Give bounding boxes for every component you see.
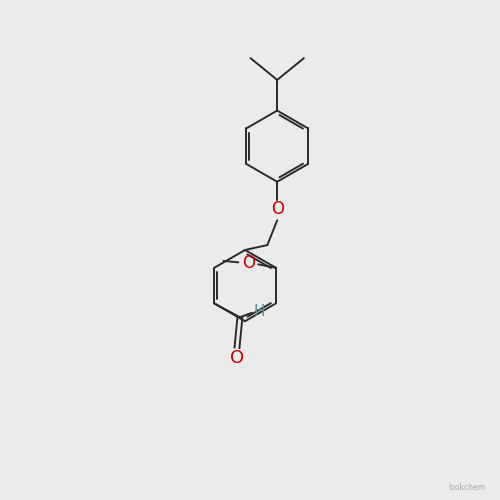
Text: O: O [270, 200, 283, 218]
Text: H: H [254, 304, 266, 319]
Text: O: O [242, 254, 254, 272]
Text: lookchem: lookchem [448, 484, 485, 492]
Text: O: O [230, 349, 244, 367]
